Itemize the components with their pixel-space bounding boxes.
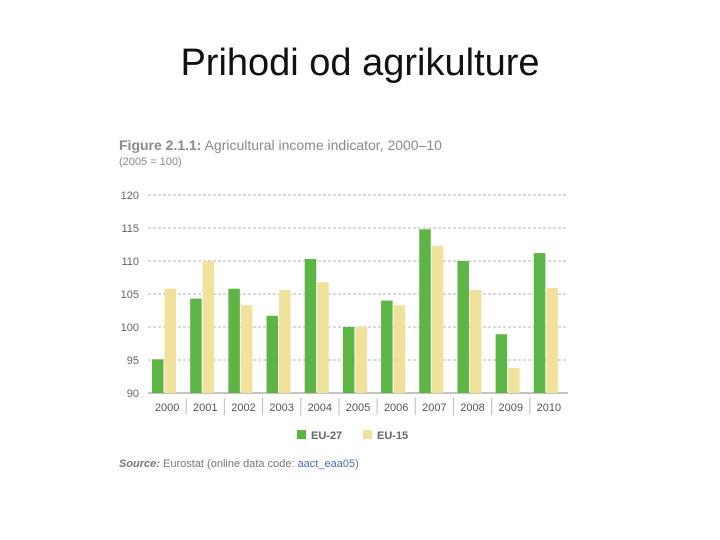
x-tick-label: 2010 (537, 402, 561, 414)
bar-eu-27-2000 (152, 359, 164, 393)
figure-number: Figure 2.1.1: (119, 137, 202, 153)
bar-eu-27-2004 (304, 259, 317, 393)
bar-eu-27-2007 (419, 229, 431, 393)
x-tick-label: 2007 (422, 402, 446, 414)
bar-eu-15-2002 (240, 305, 253, 393)
source-code-link[interactable]: aact_eaa05 (297, 458, 356, 470)
bar-eu-27-2003 (266, 315, 279, 393)
source-text: Eurostat (online data code: (159, 458, 298, 470)
figure-title-text: Agricultural income indicator, 2000–10 (201, 137, 442, 153)
figure-subtitle: (2005 = 100) (119, 156, 182, 168)
legend-swatch-eu-15 (363, 430, 372, 439)
bar-eu-15-2009 (508, 367, 520, 393)
x-tick-label: 2008 (460, 402, 484, 414)
y-tick-label: 105 (121, 289, 139, 301)
bar-eu-27-2002 (228, 288, 240, 393)
x-tick-label: 2006 (384, 402, 408, 414)
figure-source: Source: Eurostat (online data code: aact… (119, 458, 359, 470)
slide-title: Prihodi od agrikulture (180, 42, 540, 84)
bar-eu-27-2009 (495, 334, 508, 393)
source-label: Source: (119, 458, 160, 470)
x-tick-label: 2001 (193, 402, 217, 414)
source-close: ) (355, 458, 359, 470)
y-tick-label: 115 (121, 223, 139, 235)
x-tick-label: 2009 (498, 402, 522, 414)
bar-eu-27-2006 (381, 300, 393, 393)
legend-label-eu-27: EU-27 (311, 430, 342, 442)
bar-eu-15-2000 (164, 288, 176, 393)
bar-eu-27-2010 (533, 253, 546, 393)
x-tick-label: 2002 (231, 402, 255, 414)
bar-eu-15-2005 (355, 327, 367, 393)
bar-eu-27-2008 (457, 261, 469, 393)
bar-eu-27-2001 (190, 298, 202, 393)
y-tick-label: 95 (127, 355, 139, 367)
bar-eu-15-2006 (393, 305, 406, 393)
x-tick-label: 2003 (269, 402, 293, 414)
bar-eu-15-2008 (469, 290, 482, 393)
figure-title: Figure 2.1.1: Agricultural income indica… (119, 137, 442, 153)
x-tick-label: 2004 (308, 402, 332, 414)
x-tick-label: 2005 (346, 402, 370, 414)
y-tick-label: 120 (121, 190, 139, 202)
y-tick-label: 90 (127, 388, 139, 400)
bar-eu-27-2005 (342, 327, 355, 393)
legend-swatch-eu-27 (297, 430, 306, 439)
legend-label-eu-15: EU-15 (377, 430, 408, 442)
bar-eu-15-2004 (317, 282, 329, 393)
x-tick-label: 2000 (155, 402, 179, 414)
bar-eu-15-2010 (546, 288, 558, 393)
y-tick-label: 100 (121, 322, 139, 334)
y-tick-label: 110 (121, 256, 139, 268)
bar-eu-15-2001 (202, 261, 215, 393)
bar-eu-15-2007 (431, 245, 444, 393)
bar-eu-15-2003 (279, 290, 291, 393)
